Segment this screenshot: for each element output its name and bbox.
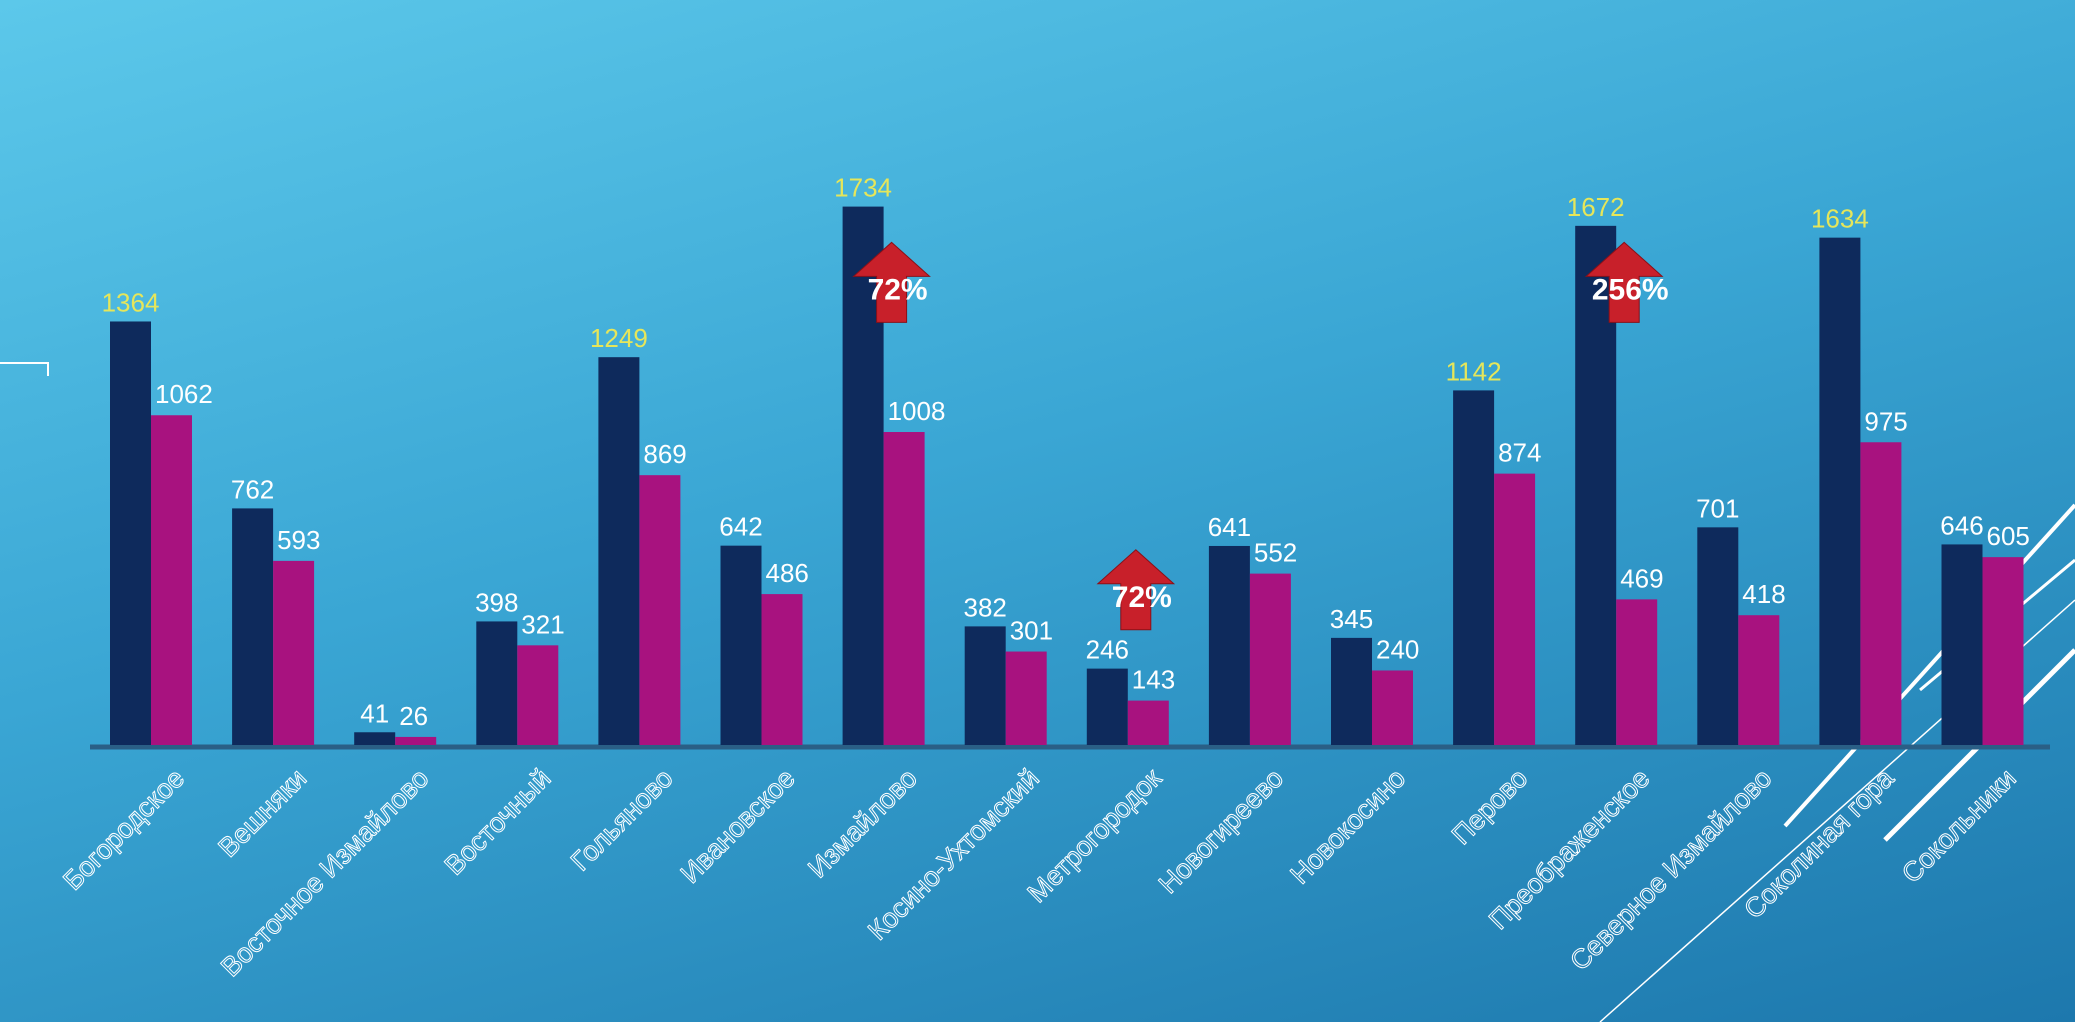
data-label-series-1: 382 bbox=[964, 592, 1007, 622]
bar-series-2 bbox=[1005, 651, 1047, 745]
data-label-series-1: 701 bbox=[1696, 493, 1739, 523]
growth-percent-label: 72% bbox=[1112, 581, 1172, 614]
data-label-series-2: 1008 bbox=[888, 396, 946, 426]
data-label-series-1: 1672 bbox=[1567, 192, 1625, 222]
data-label-series-2: 486 bbox=[766, 558, 809, 588]
data-label-series-2: 240 bbox=[1376, 634, 1419, 664]
data-label-series-2: 605 bbox=[1987, 521, 2030, 551]
category-tick-label: Богородское bbox=[57, 763, 190, 896]
data-label-series-2: 552 bbox=[1254, 538, 1297, 568]
category-tick-label: Гольяново bbox=[565, 763, 679, 877]
bar-series-2 bbox=[639, 475, 681, 745]
data-label-series-2: 26 bbox=[399, 701, 428, 731]
bar-series-2 bbox=[151, 415, 192, 745]
data-label-series-2: 869 bbox=[643, 439, 686, 469]
category-tick-label: Ивановское bbox=[675, 763, 801, 889]
bar-series-2 bbox=[273, 560, 315, 745]
data-label-series-2: 301 bbox=[1010, 616, 1053, 646]
data-label-series-2: 975 bbox=[1864, 406, 1907, 436]
data-label-series-2: 1062 bbox=[155, 379, 213, 409]
growth-percent-label: 72% bbox=[868, 273, 928, 306]
bar-series-1 bbox=[232, 508, 274, 745]
bar-series-2 bbox=[1372, 670, 1413, 745]
category-tick-label: Вешняки bbox=[213, 763, 313, 863]
bar-series-1 bbox=[1086, 668, 1128, 745]
data-label-series-1: 246 bbox=[1086, 635, 1129, 665]
data-label-series-1: 398 bbox=[475, 587, 518, 617]
bar-series-1 bbox=[720, 545, 762, 745]
bar-series-1 bbox=[1819, 237, 1861, 745]
data-label-series-1: 646 bbox=[1940, 510, 1983, 540]
bar-series-2 bbox=[395, 736, 437, 745]
data-label-series-1: 1734 bbox=[834, 173, 892, 203]
bar-series-2 bbox=[1249, 573, 1291, 745]
data-label-series-2: 321 bbox=[521, 609, 564, 639]
data-label-series-1: 41 bbox=[360, 698, 389, 728]
bar-series-1 bbox=[1331, 637, 1372, 745]
bar-series-1 bbox=[964, 626, 1006, 745]
category-tick-label: Восточный bbox=[439, 763, 557, 881]
category-tick-label: Новокосино bbox=[1285, 763, 1412, 890]
data-label-series-1: 642 bbox=[719, 512, 762, 542]
bar-series-2 bbox=[1127, 700, 1169, 745]
category-tick-label: Северное Измайлово bbox=[1564, 763, 1777, 976]
bar-series-1 bbox=[110, 321, 151, 745]
bar-series-1 bbox=[476, 621, 518, 745]
data-label-series-1: 1634 bbox=[1811, 204, 1869, 234]
data-label-series-1: 762 bbox=[231, 474, 274, 504]
bar-series-2 bbox=[1982, 557, 2024, 745]
category-tick-label: Восточное Измайлово bbox=[215, 763, 434, 982]
data-label-series-1: 1364 bbox=[102, 287, 160, 317]
bar-series-2 bbox=[761, 594, 803, 745]
data-label-series-1: 1249 bbox=[590, 323, 648, 353]
data-label-series-1: 345 bbox=[1330, 604, 1373, 634]
data-label-series-2: 143 bbox=[1132, 665, 1175, 695]
bar-series-1 bbox=[1208, 545, 1250, 745]
data-label-series-2: 469 bbox=[1620, 563, 1663, 593]
bar-series-2 bbox=[517, 645, 559, 745]
decorative-diagonal-line bbox=[1783, 503, 2075, 828]
bar-series-1 bbox=[1941, 544, 1983, 745]
bar-series-1 bbox=[598, 357, 640, 745]
data-label-series-1: 1142 bbox=[1446, 356, 1502, 386]
category-tick-label: Новогиреево bbox=[1153, 763, 1289, 899]
category-tick-label: Перово bbox=[1446, 763, 1533, 850]
bar-series-1 bbox=[1453, 390, 1495, 745]
bar-series-1 bbox=[354, 732, 396, 745]
bar-series-2 bbox=[883, 432, 925, 745]
growth-percent-label: 256% bbox=[1592, 273, 1669, 306]
decorative-bracket-line bbox=[0, 362, 49, 376]
up-arrow-icon bbox=[1096, 549, 1176, 631]
data-label-series-2: 593 bbox=[277, 525, 320, 555]
up-arrow-icon bbox=[1584, 241, 1664, 323]
bar-series-1 bbox=[1697, 527, 1739, 745]
data-label-series-1: 641 bbox=[1208, 512, 1251, 542]
data-label-series-2: 418 bbox=[1742, 579, 1785, 609]
bar-series-2 bbox=[1616, 599, 1658, 745]
bar-series-2 bbox=[1860, 442, 1902, 745]
bar-series-2 bbox=[1738, 615, 1780, 745]
data-label-series-2: 874 bbox=[1498, 438, 1541, 468]
category-tick-label: Сокольники bbox=[1896, 763, 2022, 889]
category-tick-label: Измайлово bbox=[802, 763, 923, 884]
bar-series-2 bbox=[1494, 473, 1536, 745]
up-arrow-icon bbox=[852, 241, 931, 323]
